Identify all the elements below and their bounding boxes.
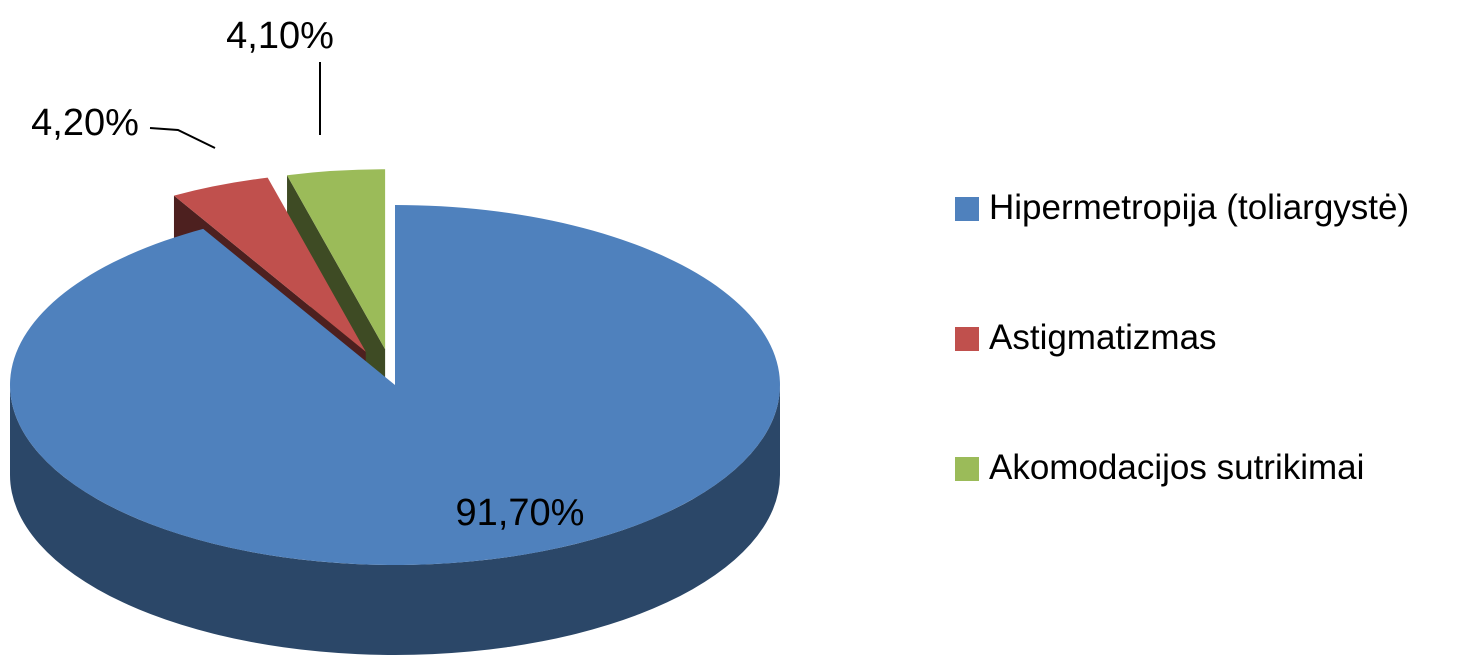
legend-item: Akomodacijos sutrikimai bbox=[955, 445, 1459, 575]
slice bbox=[287, 169, 386, 350]
legend-item: Astigmatizmas bbox=[955, 315, 1459, 445]
legend-item: Hipermetropija (toliargystė) bbox=[955, 185, 1459, 315]
leader-line bbox=[149, 127, 216, 149]
legend-swatch bbox=[955, 327, 979, 351]
legend-label: Akomodacijos sutrikimai bbox=[989, 448, 1365, 487]
slice bbox=[10, 205, 781, 565]
legend: Hipermetropija (toliargystė) Astigmatizma… bbox=[955, 185, 1459, 575]
data-label: 91,70% bbox=[456, 492, 585, 534]
legend-label: Hipermetropija (toliargystė) bbox=[989, 188, 1410, 227]
data-label: 4,10% bbox=[226, 15, 334, 57]
legend-swatch bbox=[955, 197, 979, 221]
data-label: 4,20% bbox=[31, 102, 139, 144]
legend-swatch bbox=[955, 457, 979, 481]
legend-label: Astigmatizmas bbox=[989, 318, 1217, 357]
slice bbox=[173, 177, 366, 352]
slice-side bbox=[10, 385, 780, 655]
